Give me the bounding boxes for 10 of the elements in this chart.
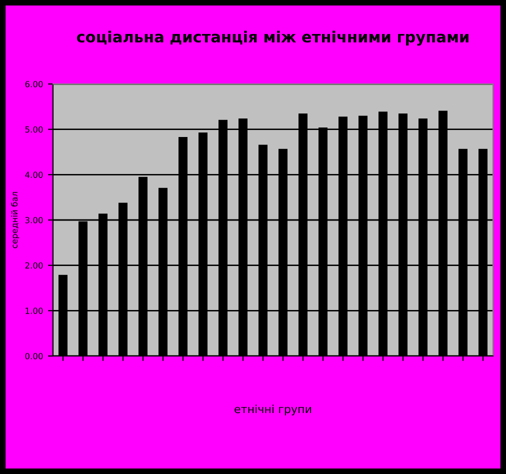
- x-axis-title: етнічні групи: [234, 404, 312, 416]
- y-axis-title: середній бал: [10, 192, 20, 248]
- y-tick-label: 5.00: [25, 126, 43, 133]
- y-tick-label: 4.00: [25, 172, 43, 178]
- y-tick-label: 1.00: [26, 308, 43, 314]
- y-tick-label: 6.00: [25, 80, 43, 88]
- chart-title: соціальна дистанція між етнічними групами: [76, 30, 468, 46]
- y-tick-label: 2.00: [25, 262, 43, 269]
- y-tick-label: 3.00: [25, 216, 43, 224]
- y-tick-label: 0.00: [25, 352, 43, 360]
